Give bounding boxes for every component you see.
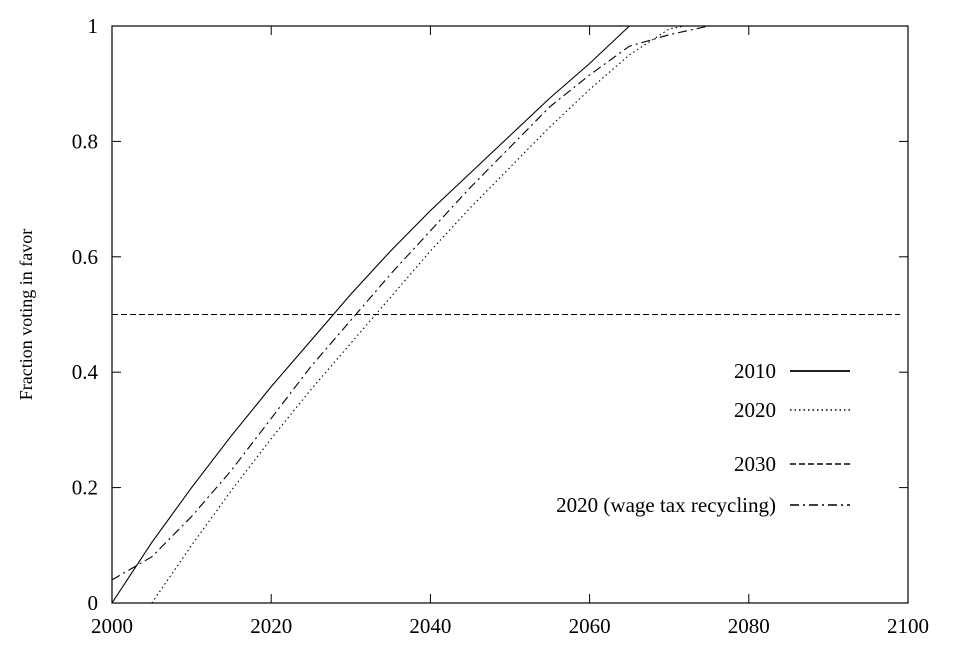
- x-tick-label: 2080: [728, 614, 770, 638]
- series-line-dashdot: [111, 25, 900, 581]
- plot-frame: [111, 25, 909, 604]
- x-tick-label: 2060: [569, 614, 611, 638]
- y-axis-label: Fraction voting in favor: [16, 229, 36, 400]
- y-tick-label: 0.2: [72, 476, 98, 500]
- x-tick-label: 2040: [409, 614, 451, 638]
- legend-label: 2020: [734, 398, 776, 422]
- tick-labels-layer: 2000 2020 2040 2060 2080 2100 0 0.2 0.4 0.6 0.8 1: [72, 14, 929, 638]
- x-tick-label: 2100: [887, 614, 929, 638]
- legend-label: 2030: [734, 452, 776, 476]
- x-tick-label: 2020: [250, 614, 292, 638]
- y-tick-label: 0.4: [72, 360, 99, 384]
- legend-label: 2020 (wage tax recycling): [556, 493, 776, 517]
- y-tick-label: 0.6: [72, 245, 98, 269]
- series-layer: [111, 25, 900, 604]
- y-tick-label: 0.8: [72, 129, 98, 153]
- legend: 2010 2020 2030 2020 (wage tax recycling): [556, 359, 850, 517]
- series-line-dotted: [151, 25, 900, 604]
- x-tick-label: 2000: [91, 614, 133, 638]
- y-tick-label: 0: [88, 591, 99, 615]
- y-tick-label: 1: [88, 14, 99, 38]
- legend-label: 2010: [734, 359, 776, 383]
